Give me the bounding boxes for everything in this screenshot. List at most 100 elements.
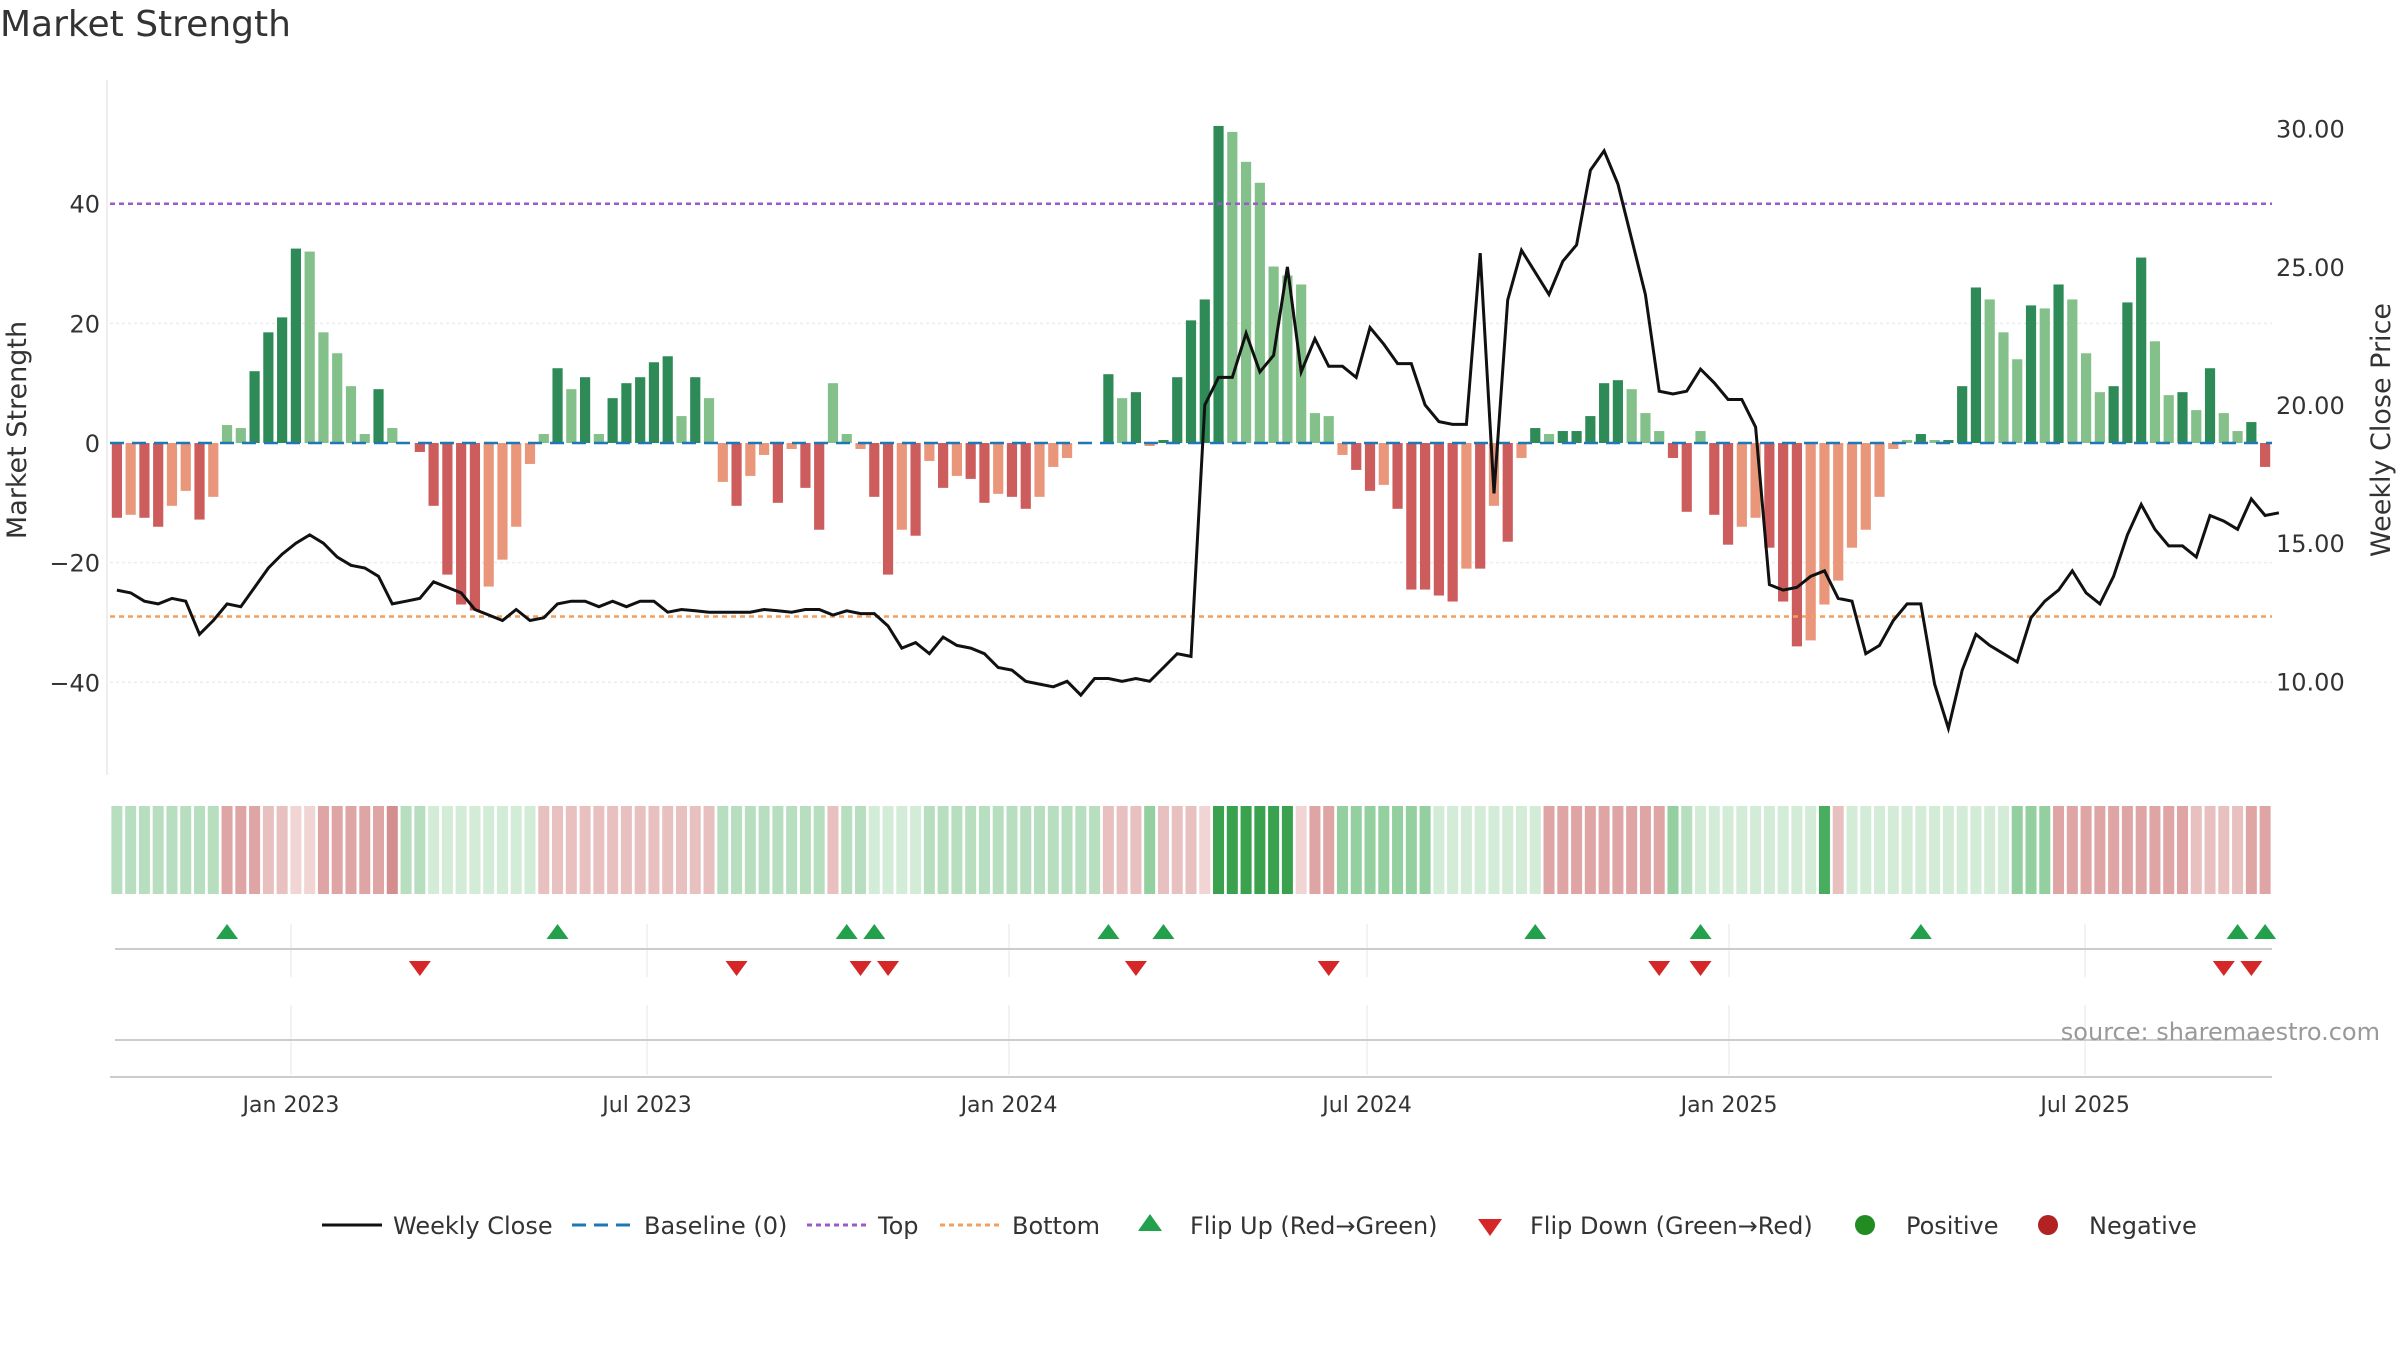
heat-cell xyxy=(276,806,288,894)
heat-cell xyxy=(2080,806,2092,894)
flip-down-marker xyxy=(725,961,748,976)
heat-cell xyxy=(138,806,150,894)
strength-bar xyxy=(717,443,728,482)
strength-bar xyxy=(235,428,246,443)
strength-bar xyxy=(208,443,219,497)
strength-bar xyxy=(1984,299,1995,443)
strength-bar xyxy=(593,434,604,443)
strength-bar xyxy=(153,443,164,527)
strength-bar xyxy=(1530,428,1541,443)
strength-bar xyxy=(703,398,715,443)
strength-bar xyxy=(635,377,646,443)
heat-cell xyxy=(731,806,743,894)
strength-bar xyxy=(882,443,894,575)
strength-bar xyxy=(786,443,797,449)
strength-bar xyxy=(1750,443,1761,518)
strength-bar xyxy=(1227,131,1238,443)
heat-cell xyxy=(965,806,977,894)
strength-bar xyxy=(1158,440,1169,443)
heat-cell xyxy=(1598,806,1610,894)
heat-cell xyxy=(1791,806,1803,894)
heat-cell xyxy=(2218,806,2230,894)
strength-bar xyxy=(1282,275,1293,443)
heat-cell xyxy=(620,806,632,894)
heat-cell xyxy=(469,806,481,894)
heat-cell xyxy=(1626,806,1638,894)
strength-bar xyxy=(1447,443,1458,602)
strength-bar xyxy=(1117,398,1128,443)
strength-bar xyxy=(1392,443,1403,509)
x-axis: Jan 2023 Jul 2023 Jan 2024 Jul 2024 Jan 2025… xyxy=(110,924,2272,1118)
heat-cell xyxy=(565,806,577,894)
heat-cell xyxy=(1915,806,1927,894)
strength-bar xyxy=(869,443,880,497)
heat-cell xyxy=(2149,806,2161,894)
heat-cell xyxy=(1281,806,1293,894)
legend: Weekly Close Baseline (0) Top Bottom Flip Up… xyxy=(322,1212,2197,1240)
strength-bar xyxy=(1006,443,1018,497)
strength-bar xyxy=(1860,443,1871,530)
flip-down-marker xyxy=(408,961,431,976)
heat-cell xyxy=(1612,806,1624,894)
flip-down-marker xyxy=(1648,961,1671,976)
strength-bar xyxy=(1805,443,1816,641)
strength-bar xyxy=(1929,440,1940,443)
heat-cell xyxy=(662,806,674,894)
heat-cell xyxy=(1502,806,1514,894)
heat-cell xyxy=(1268,806,1280,894)
heat-cell xyxy=(1240,806,1252,894)
strength-bar xyxy=(951,443,962,476)
strength-bar xyxy=(552,368,563,443)
strength-bar xyxy=(1957,386,1968,443)
strength-bar xyxy=(1475,443,1486,569)
strength-bar xyxy=(483,443,494,587)
flip-down-marker xyxy=(1317,961,1340,976)
strength-bar xyxy=(2177,392,2188,443)
strength-bar xyxy=(621,383,632,443)
legend-label: Top xyxy=(877,1212,919,1240)
flip-up-marker xyxy=(1689,924,1712,939)
strength-bar xyxy=(1364,443,1376,491)
strength-bar xyxy=(579,377,591,443)
y-tick-label: 40 xyxy=(69,191,100,219)
x-tick-label: Jul 2024 xyxy=(1320,1093,1412,1118)
heat-cell xyxy=(910,806,922,894)
strength-bar xyxy=(648,362,660,443)
heat-cell xyxy=(1199,806,1211,894)
y-tick-label: 20 xyxy=(69,310,100,338)
strength-bar xyxy=(139,443,150,518)
heat-cell xyxy=(496,806,508,894)
heat-cell xyxy=(1818,806,1830,894)
heat-cell xyxy=(2025,806,2037,894)
heat-cell xyxy=(1460,806,1472,894)
strength-bars xyxy=(111,125,2271,647)
strength-bar xyxy=(1034,443,1045,497)
heat-cell xyxy=(1750,806,1762,894)
heat-cell xyxy=(235,806,247,894)
strength-bar xyxy=(166,443,178,506)
heat-cell xyxy=(1777,806,1789,894)
strength-bar xyxy=(1337,443,1348,455)
strength-bar xyxy=(456,443,467,605)
heat-cell xyxy=(868,806,880,894)
strength-bar xyxy=(1998,332,2009,443)
heat-cell xyxy=(1392,806,1404,894)
page-title: Market Strength xyxy=(0,4,291,45)
heat-cell xyxy=(813,806,825,894)
strength-bar xyxy=(938,443,949,488)
reference-lines xyxy=(110,202,2272,618)
strength-bar xyxy=(759,443,770,455)
heat-cell xyxy=(675,806,687,894)
legend-label: Baseline (0) xyxy=(644,1212,787,1240)
heat-cell xyxy=(951,806,963,894)
heat-cell xyxy=(1488,806,1500,894)
heat-cell xyxy=(1763,806,1775,894)
flip-up-marker xyxy=(1097,924,1120,939)
strength-bar xyxy=(745,443,756,476)
heat-cell xyxy=(799,806,811,894)
heat-cell xyxy=(428,806,440,894)
heat-cell xyxy=(1584,806,1596,894)
strength-bar xyxy=(1915,434,1926,443)
strength-bar xyxy=(910,443,921,536)
heat-cell xyxy=(1185,806,1197,894)
